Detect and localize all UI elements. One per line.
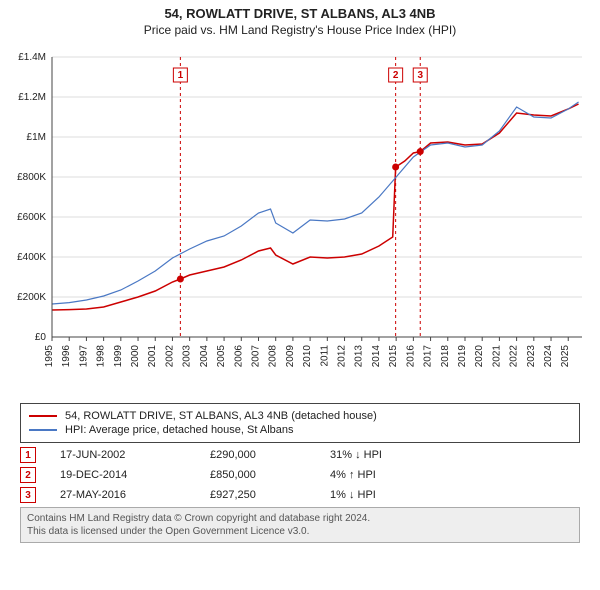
legend-label: HPI: Average price, detached house, St A… — [65, 424, 294, 436]
attribution-footer: Contains HM Land Registry data © Crown c… — [20, 507, 580, 543]
svg-text:£0: £0 — [35, 332, 47, 343]
svg-text:2025: 2025 — [560, 345, 571, 368]
svg-text:2016: 2016 — [405, 345, 416, 368]
svg-text:£800K: £800K — [17, 172, 46, 183]
svg-text:2024: 2024 — [543, 345, 554, 368]
svg-text:1998: 1998 — [96, 345, 107, 368]
svg-text:£200K: £200K — [17, 292, 46, 303]
svg-text:2019: 2019 — [457, 345, 468, 368]
svg-text:1995: 1995 — [44, 345, 55, 368]
svg-text:2009: 2009 — [285, 345, 296, 368]
svg-text:2013: 2013 — [354, 345, 365, 368]
svg-text:2015: 2015 — [388, 345, 399, 368]
title-address: 54, ROWLATT DRIVE, ST ALBANS, AL3 4NB — [0, 6, 600, 21]
transaction-date: 27-MAY-2016 — [60, 489, 210, 501]
svg-text:2010: 2010 — [302, 345, 313, 368]
svg-text:2017: 2017 — [423, 345, 434, 368]
svg-text:1999: 1999 — [113, 345, 124, 368]
footer-line: This data is licensed under the Open Gov… — [27, 525, 573, 538]
transaction-badge: 3 — [20, 487, 36, 503]
transaction-hpi: 31% ↓ HPI — [330, 449, 450, 461]
svg-text:2001: 2001 — [147, 345, 158, 368]
svg-text:2000: 2000 — [130, 345, 141, 368]
legend-item: 54, ROWLATT DRIVE, ST ALBANS, AL3 4NB (d… — [29, 410, 571, 422]
transaction-price: £290,000 — [210, 449, 330, 461]
transactions-table: 1 17-JUN-2002 £290,000 31% ↓ HPI 2 19-DE… — [20, 447, 580, 503]
svg-text:2008: 2008 — [268, 345, 279, 368]
transaction-date: 17-JUN-2002 — [60, 449, 210, 461]
transaction-price: £850,000 — [210, 469, 330, 481]
svg-text:2007: 2007 — [250, 345, 261, 368]
svg-text:£1M: £1M — [27, 132, 46, 143]
svg-text:£1.2M: £1.2M — [18, 92, 46, 103]
svg-text:2005: 2005 — [216, 345, 227, 368]
svg-text:2020: 2020 — [474, 345, 485, 368]
chart-titles: 54, ROWLATT DRIVE, ST ALBANS, AL3 4NB Pr… — [0, 0, 600, 37]
table-row: 2 19-DEC-2014 £850,000 4% ↑ HPI — [20, 467, 580, 483]
svg-text:2022: 2022 — [509, 345, 520, 368]
svg-text:1997: 1997 — [78, 345, 89, 368]
legend-swatch — [29, 415, 57, 417]
svg-text:3: 3 — [417, 70, 423, 81]
svg-text:£400K: £400K — [17, 252, 46, 263]
svg-text:2004: 2004 — [199, 345, 210, 368]
line-chart: £0 £200K £400K £600K £800K £1M £1.2M £1.4M 1995 1… — [0, 37, 600, 397]
transaction-badge: 1 — [20, 447, 36, 463]
svg-text:2018: 2018 — [440, 345, 451, 368]
legend-label: 54, ROWLATT DRIVE, ST ALBANS, AL3 4NB (d… — [65, 410, 377, 422]
svg-text:2006: 2006 — [233, 345, 244, 368]
table-row: 3 27-MAY-2016 £927,250 1% ↓ HPI — [20, 487, 580, 503]
title-subtitle: Price paid vs. HM Land Registry's House … — [0, 23, 600, 37]
svg-text:£1.4M: £1.4M — [18, 52, 46, 63]
svg-text:2: 2 — [393, 70, 399, 81]
svg-text:1: 1 — [178, 70, 184, 81]
transaction-badge: 2 — [20, 467, 36, 483]
legend-item: HPI: Average price, detached house, St A… — [29, 424, 571, 436]
legend-swatch — [29, 429, 57, 431]
svg-text:£600K: £600K — [17, 212, 46, 223]
legend: 54, ROWLATT DRIVE, ST ALBANS, AL3 4NB (d… — [20, 403, 580, 443]
transaction-price: £927,250 — [210, 489, 330, 501]
svg-text:2012: 2012 — [337, 345, 348, 368]
transaction-date: 19-DEC-2014 — [60, 469, 210, 481]
transaction-hpi: 1% ↓ HPI — [330, 489, 450, 501]
footer-line: Contains HM Land Registry data © Crown c… — [27, 512, 573, 525]
transaction-hpi: 4% ↑ HPI — [330, 469, 450, 481]
svg-text:2003: 2003 — [182, 345, 193, 368]
svg-text:2002: 2002 — [164, 345, 175, 368]
svg-text:2014: 2014 — [371, 345, 382, 368]
svg-text:1996: 1996 — [61, 345, 72, 368]
chart-container: 54, ROWLATT DRIVE, ST ALBANS, AL3 4NB Pr… — [0, 0, 600, 543]
svg-text:2011: 2011 — [319, 345, 330, 367]
table-row: 1 17-JUN-2002 £290,000 31% ↓ HPI — [20, 447, 580, 463]
svg-text:2023: 2023 — [526, 345, 537, 368]
svg-text:2021: 2021 — [491, 345, 502, 368]
